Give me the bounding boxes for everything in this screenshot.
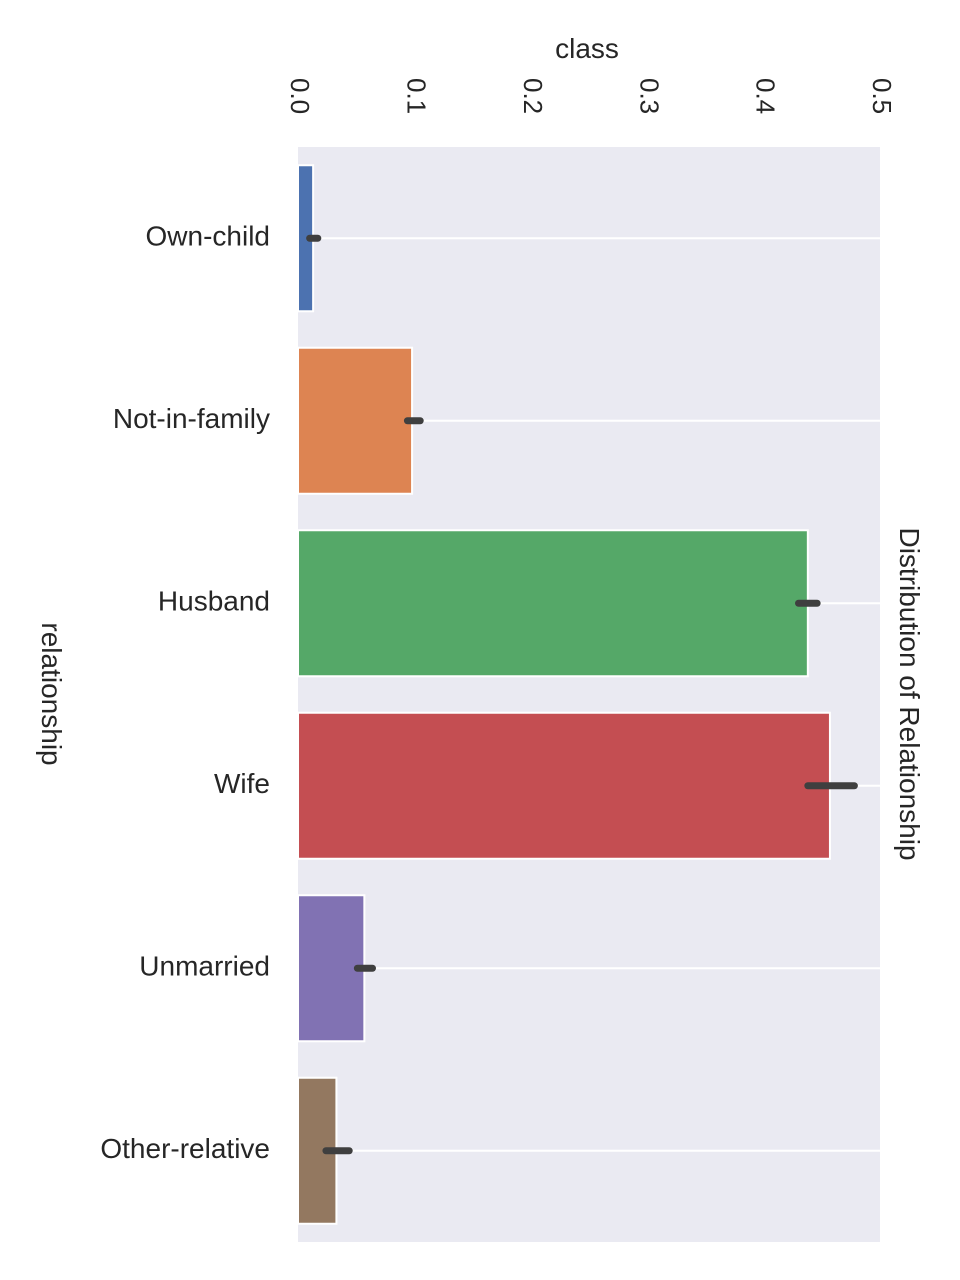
bar-wife [297,711,831,860]
chart-title: Distribution of Relationship [894,527,925,860]
error-bars [306,234,858,1155]
y-tick-label: Not-in-family [113,403,270,434]
y-tick-label: Other-relative [100,1133,270,1164]
x-tick-label: 0.2 [518,78,548,114]
x-tick-label: 0.1 [402,78,432,114]
bar-unmarried [297,894,366,1043]
y-tick-labels: Own-child Not-in-family Husband Wife Unmarri… [100,221,270,1165]
y-tick-label: Unmarried [139,951,270,982]
bar-not-in-family [297,346,414,495]
x-axis-label: class [555,33,619,64]
x-tick-label: 0.4 [751,78,781,114]
y-tick-label: Husband [158,586,270,617]
bar-husband [297,529,809,678]
x-tick-label: 0.3 [634,78,664,114]
x-tick-labels: 0.0 0.1 0.2 0.3 0.4 0.5 [285,78,897,114]
x-tick-label: 0.0 [285,78,315,114]
y-tick-label: Own-child [146,221,270,252]
plot-background [298,147,880,1242]
x-tick-label: 0.5 [867,78,897,114]
y-axis-label: relationship [36,622,67,765]
y-tick-label: Wife [214,768,270,799]
